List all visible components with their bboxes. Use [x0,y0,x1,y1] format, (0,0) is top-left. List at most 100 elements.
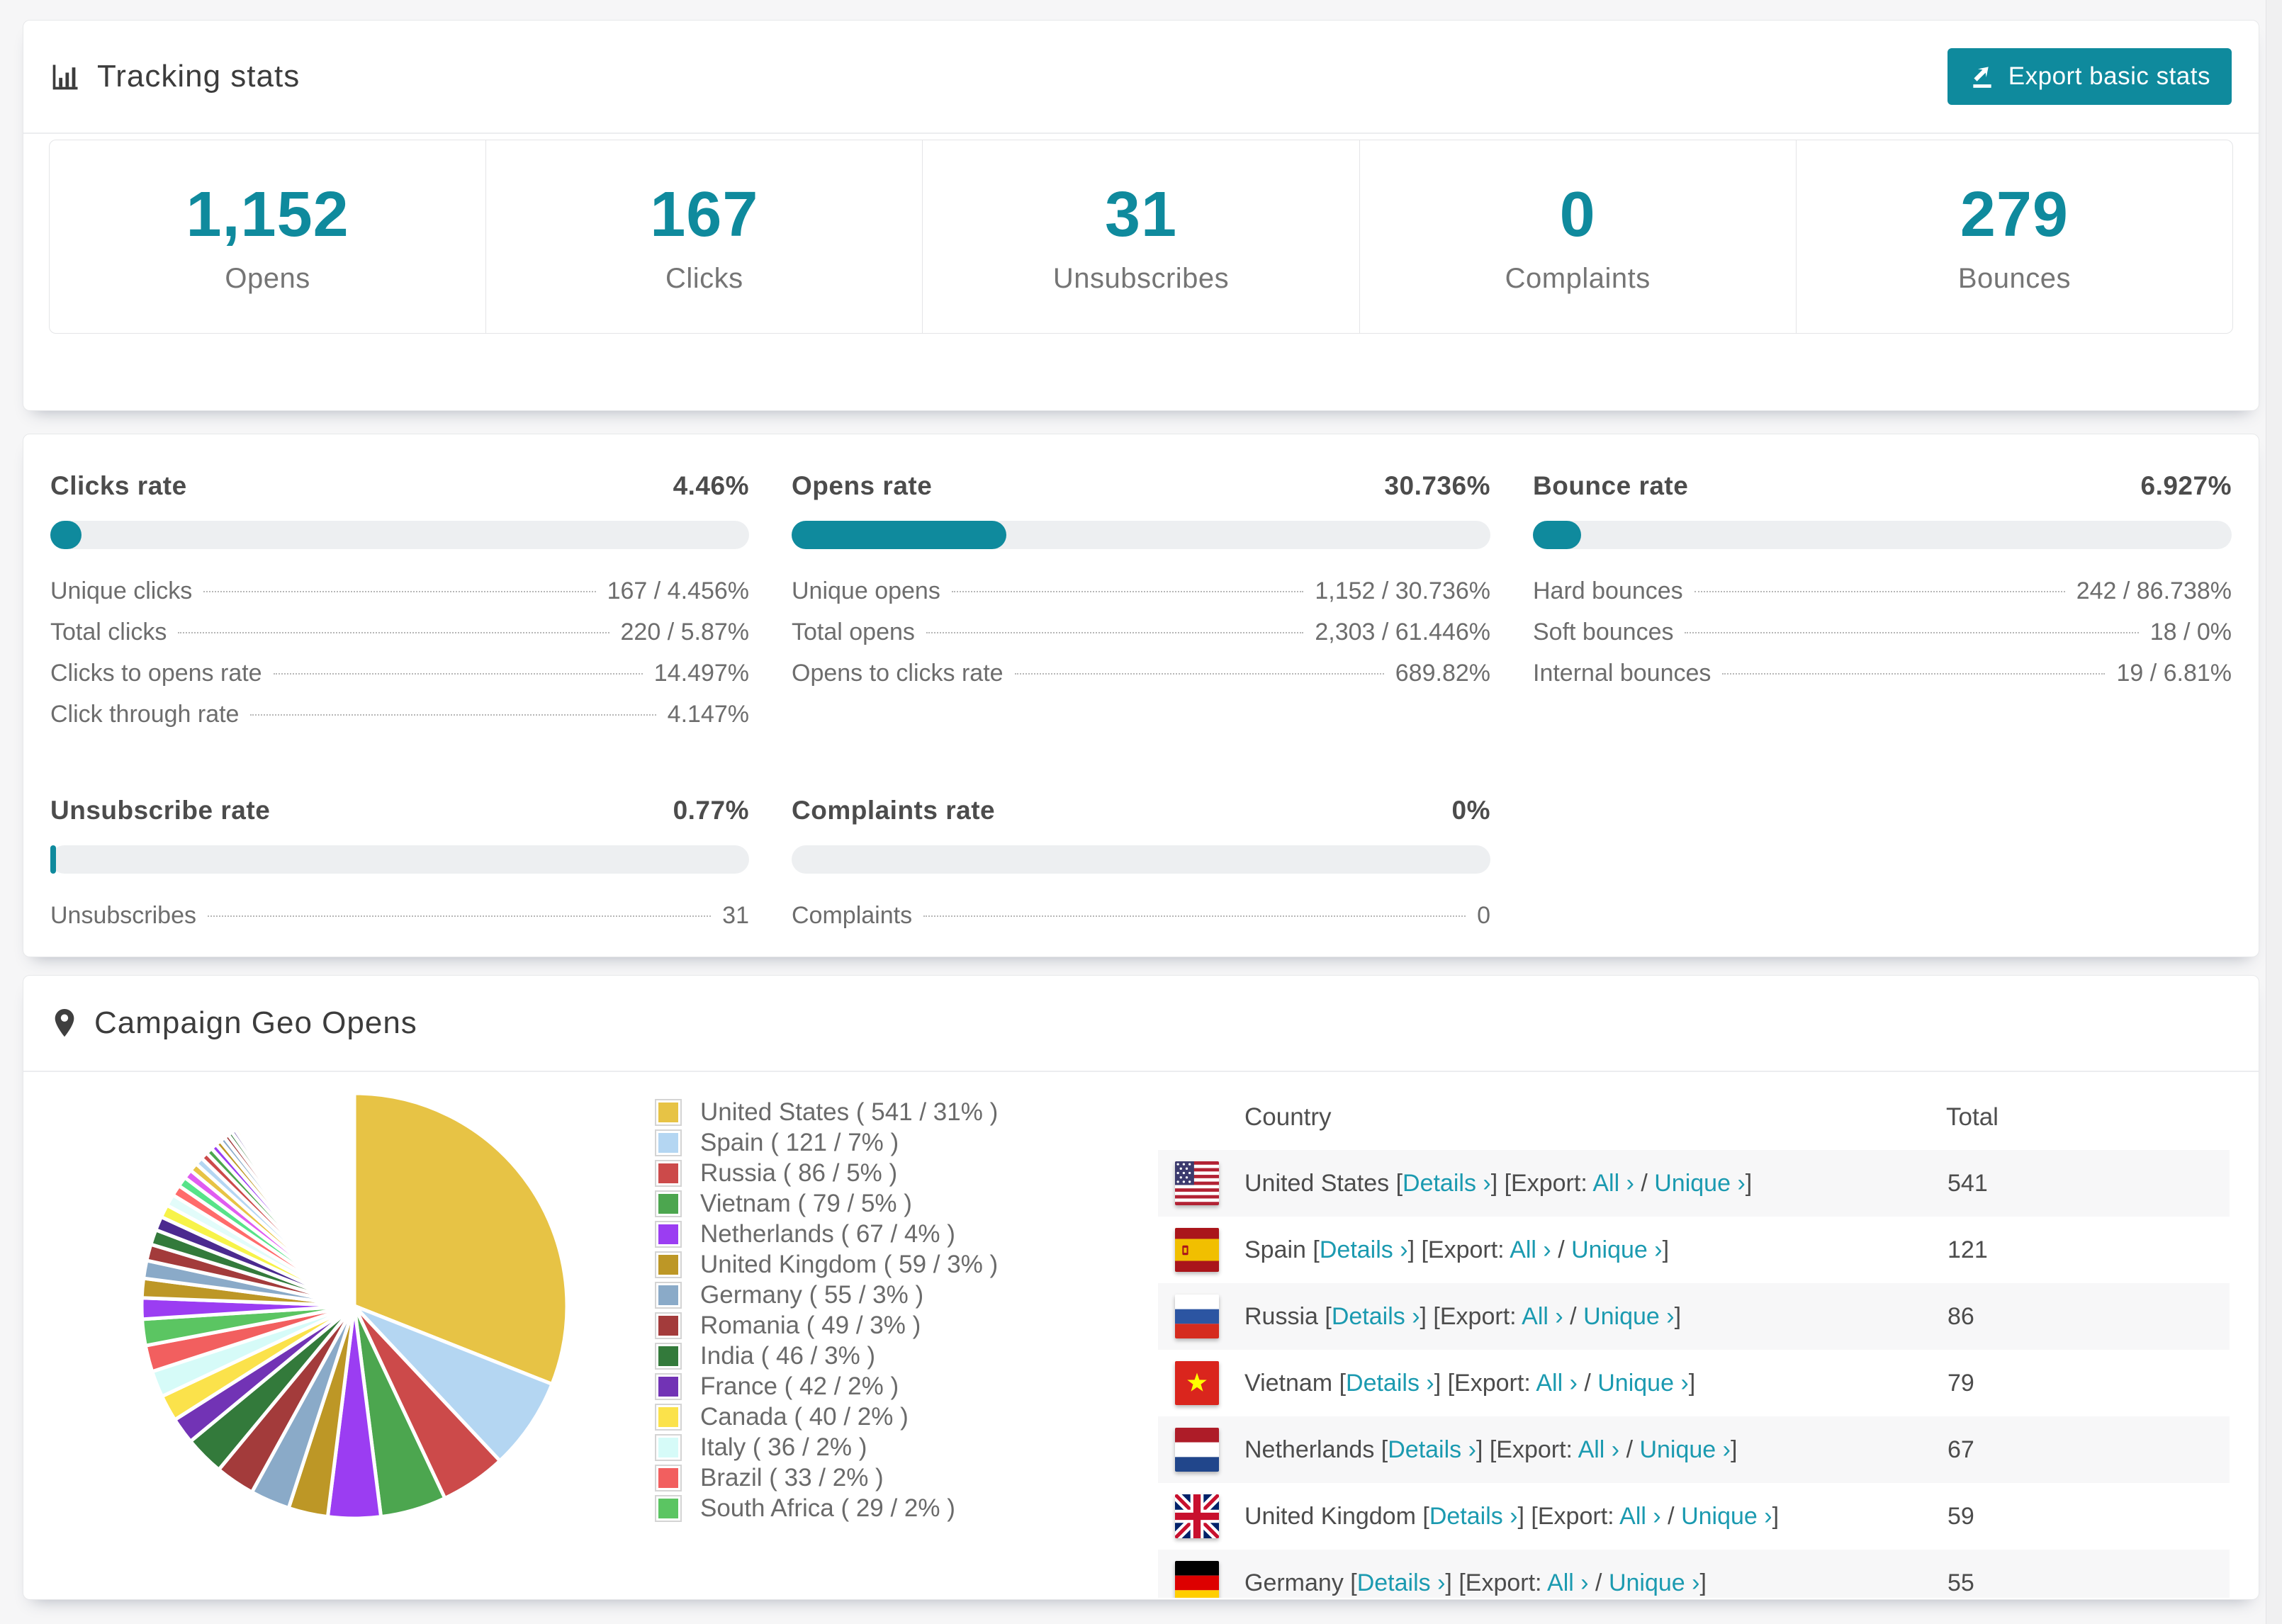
export-all-link-united-kingdom[interactable]: All › [1619,1502,1661,1530]
separator-text: / [1619,1436,1640,1463]
geo-table-body: United States [Details ›] [Export: All ›… [1158,1150,2230,1598]
export-unique-link-russia[interactable]: Unique › [1583,1302,1675,1330]
rate-detail-row-opens-to-clicks-rate: Opens to clicks rate 689.82% [792,660,1490,701]
separator-text: / [1588,1569,1609,1596]
pie-slice-other-44 [268,1108,356,1308]
details-link-united-kingdom[interactable]: Details › [1429,1502,1518,1530]
flag-us-icon [1158,1161,1244,1205]
export-all-link-united-states[interactable]: All › [1592,1169,1634,1197]
legend-swatch [655,1159,682,1187]
bar-chart-icon [52,64,78,90]
legend-label: Italy ( 36 / 2% ) [700,1433,867,1461]
rate-detail-label: Hard bounces [1533,577,1683,604]
legend-swatch [655,1251,682,1278]
rate-progressbar [792,845,1490,874]
geo-table-country-cell: Vietnam [Details ›] [Export: All › / Uni… [1244,1370,1946,1397]
bracket-text: [ [1395,1169,1403,1197]
bracket-text: ] [1674,1302,1682,1330]
export-unique-link-netherlands[interactable]: Unique › [1639,1436,1731,1463]
details-link-russia[interactable]: Details › [1331,1302,1420,1330]
export-all-link-russia[interactable]: All › [1522,1302,1563,1330]
rate-value: 6.927% [2140,471,2232,500]
details-link-vietnam[interactable]: Details › [1346,1369,1434,1397]
flag-es-icon [1158,1228,1244,1272]
legend-item-south-africa: South Africa ( 29 / 2% ) [655,1494,998,1522]
export-unique-link-vietnam[interactable]: Unique › [1597,1369,1689,1397]
details-link-spain[interactable]: Details › [1319,1236,1408,1263]
export-basic-stats-button[interactable]: Export basic stats [1947,48,2232,105]
legend-label: Russia ( 86 / 5% ) [700,1158,898,1187]
legend-item-spain: Spain ( 121 / 7% ) [655,1128,998,1156]
pie-slice-spain [352,1304,554,1463]
legend-swatch [655,1342,682,1370]
export-unique-link-united-kingdom[interactable]: Unique › [1681,1502,1772,1530]
legend-item-romania: Romania ( 49 / 3% ) [655,1312,998,1339]
rate-card-head: Opens rate 30.736% [792,471,1490,501]
rate-detail-value: 220 / 5.87% [620,619,749,645]
tracking-stats-card: Tracking stats Export basic stats 1,152 O… [23,20,2259,411]
export-icon [1973,67,1991,88]
rate-detail-row-unique-opens: Unique opens 1,152 / 30.736% [792,577,1490,619]
rate-detail-value: 0 [1477,902,1490,929]
geo-table-header-country: Country [1244,1103,1332,1131]
pie-slice-united-states [352,1091,569,1386]
geo-table-country-cell: Spain [Details ›] [Export: All › / Uniqu… [1244,1236,1946,1264]
country-name: United Kingdom [1244,1502,1423,1530]
details-link-netherlands[interactable]: Details › [1388,1436,1476,1463]
geo-table-header-total: Total [1946,1103,1999,1131]
details-link-germany[interactable]: Details › [1356,1569,1446,1596]
geo-table-row-united-states: United States [Details ›] [Export: All ›… [1158,1150,2230,1217]
country-name: Vietnam [1244,1369,1339,1397]
export-button-label: Export basic stats [2008,62,2210,90]
legend-swatch [655,1403,682,1431]
legend-label: Spain ( 121 / 7% ) [700,1128,899,1156]
rate-detail-row-soft-bounces: Soft bounces 18 / 0% [1533,619,2232,660]
export-unique-link-germany[interactable]: Unique › [1608,1569,1700,1596]
export-unique-link-united-states[interactable]: Unique › [1654,1169,1746,1197]
rates-card: Clicks rate 4.46% Unique clicks 167 / 4.456… [23,434,2259,957]
export-all-link-vietnam[interactable]: All › [1536,1369,1578,1397]
geo-table-total-cell: 86 [1947,1302,1974,1330]
rate-title: Clicks rate [50,471,187,500]
legend-item-united-kingdom: United Kingdom ( 59 / 3% ) [655,1251,998,1278]
legend-item-brazil: Brazil ( 33 / 2% ) [655,1464,998,1492]
rate-detail-label: Unique opens [792,577,940,604]
page-scrollbar[interactable] [2266,0,2282,1624]
dotted-leader [1694,591,2065,592]
legend-label: Germany ( 55 / 3% ) [700,1280,924,1309]
summary-stat-complaints: 0 Complaints [1360,140,1797,333]
legend-swatch [655,1312,682,1339]
bracket-text: ] [Export: [1476,1436,1578,1463]
country-name: United States [1244,1169,1396,1197]
rate-card-opens-rate: Opens rate 30.736% Unique opens 1,152 / 30.… [792,471,1490,742]
rate-progressbar [50,845,749,874]
legend-item-netherlands: Netherlands ( 67 / 4% ) [655,1220,998,1248]
rate-card-head: Bounce rate 6.927% [1533,471,2232,501]
legend-swatch [655,1372,682,1400]
geo-table-country-cell: Germany [Details ›] [Export: All › / Uni… [1244,1569,1946,1597]
geo-table-row-russia: Russia [Details ›] [Export: All › / Uniq… [1158,1283,2230,1350]
legend-item-italy: Italy ( 36 / 2% ) [655,1433,998,1461]
export-all-link-netherlands[interactable]: All › [1578,1436,1620,1463]
rate-progressbar-fill [50,845,56,874]
summary-stat-value: 167 [650,179,759,250]
geo-table-total-cell: 121 [1947,1236,1988,1263]
bracket-text: [ [1339,1369,1347,1397]
geo-opens-card: Campaign Geo Opens United States ( 541 /… [23,975,2259,1600]
legend-swatch [655,1494,682,1522]
legend-item-france: France ( 42 / 2% ) [655,1372,998,1400]
details-link-united-states[interactable]: Details › [1403,1169,1491,1197]
rate-value: 0% [1451,796,1490,825]
export-all-link-germany[interactable]: All › [1547,1569,1589,1596]
legend-item-vietnam: Vietnam ( 79 / 5% ) [655,1190,998,1217]
rate-detail-row-unique-clicks: Unique clicks 167 / 4.456% [50,577,749,619]
country-name: Russia [1244,1302,1325,1330]
export-unique-link-spain[interactable]: Unique › [1571,1236,1663,1263]
flag-ru-icon [1158,1295,1244,1338]
geo-table-header-row: Country Total [1158,1085,2230,1150]
export-all-link-spain[interactable]: All › [1510,1236,1551,1263]
rate-title: Complaints rate [792,796,996,825]
summary-stat-label: Complaints [1505,263,1651,294]
geo-table-row-spain: Spain [Details ›] [Export: All › / Uniqu… [1158,1217,2230,1283]
summary-stat-bounces: 279 Bounces [1797,140,2232,333]
